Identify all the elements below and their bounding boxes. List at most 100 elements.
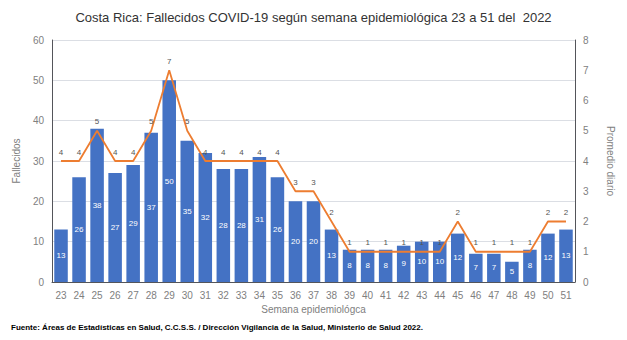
svg-text:3: 3 — [293, 178, 298, 187]
svg-text:38: 38 — [93, 201, 102, 210]
svg-text:1: 1 — [383, 238, 388, 247]
svg-text:7: 7 — [474, 263, 479, 272]
svg-text:2: 2 — [564, 208, 569, 217]
svg-text:38: 38 — [326, 290, 338, 301]
svg-text:29: 29 — [164, 290, 176, 301]
svg-text:23: 23 — [55, 290, 67, 301]
svg-text:1: 1 — [365, 238, 370, 247]
svg-text:51: 51 — [560, 290, 572, 301]
svg-text:35: 35 — [272, 290, 284, 301]
svg-text:26: 26 — [110, 290, 122, 301]
svg-text:50: 50 — [542, 290, 554, 301]
svg-text:44: 44 — [434, 290, 446, 301]
svg-text:2: 2 — [583, 216, 589, 227]
svg-text:4: 4 — [77, 148, 82, 157]
svg-text:0: 0 — [583, 277, 589, 288]
svg-text:43: 43 — [416, 290, 428, 301]
svg-text:1: 1 — [347, 238, 352, 247]
svg-text:13: 13 — [327, 251, 336, 260]
svg-text:7: 7 — [167, 57, 172, 66]
svg-text:5: 5 — [149, 117, 154, 126]
svg-text:32: 32 — [218, 290, 230, 301]
svg-text:37: 37 — [147, 203, 156, 212]
svg-text:50: 50 — [33, 75, 45, 86]
svg-text:7: 7 — [492, 263, 497, 272]
svg-text:8: 8 — [583, 35, 589, 46]
svg-text:2: 2 — [546, 208, 551, 217]
svg-text:7: 7 — [583, 65, 589, 76]
svg-text:4: 4 — [221, 148, 226, 157]
svg-text:13: 13 — [562, 251, 571, 260]
svg-text:9: 9 — [401, 259, 406, 268]
svg-text:25: 25 — [92, 290, 104, 301]
svg-text:1: 1 — [510, 238, 515, 247]
svg-text:1: 1 — [419, 238, 424, 247]
svg-text:41: 41 — [380, 290, 392, 301]
svg-text:1: 1 — [474, 238, 479, 247]
svg-text:10: 10 — [33, 236, 45, 247]
svg-text:24: 24 — [73, 290, 85, 301]
svg-text:40: 40 — [33, 115, 45, 126]
svg-text:3: 3 — [583, 186, 589, 197]
svg-text:5: 5 — [583, 125, 589, 136]
svg-text:33: 33 — [236, 290, 248, 301]
svg-text:27: 27 — [111, 223, 120, 232]
svg-text:50: 50 — [165, 177, 174, 186]
svg-text:37: 37 — [308, 290, 320, 301]
svg-text:Fallecidos: Fallecidos — [11, 138, 22, 183]
svg-text:34: 34 — [254, 290, 266, 301]
svg-text:4: 4 — [257, 148, 262, 157]
svg-text:8: 8 — [528, 261, 533, 270]
svg-text:20: 20 — [309, 237, 318, 246]
svg-text:31: 31 — [255, 215, 264, 224]
svg-text:20: 20 — [291, 237, 300, 246]
svg-text:28: 28 — [237, 221, 246, 230]
svg-text:1: 1 — [401, 238, 406, 247]
svg-text:46: 46 — [470, 290, 482, 301]
svg-text:12: 12 — [453, 253, 462, 262]
svg-text:35: 35 — [183, 207, 192, 216]
svg-text:4: 4 — [113, 148, 118, 157]
svg-text:4: 4 — [131, 148, 136, 157]
svg-text:6: 6 — [583, 95, 589, 106]
svg-text:5: 5 — [95, 117, 100, 126]
svg-text:30: 30 — [33, 156, 45, 167]
svg-text:48: 48 — [506, 290, 518, 301]
svg-text:2: 2 — [456, 208, 461, 217]
svg-text:4: 4 — [583, 156, 589, 167]
svg-text:0: 0 — [38, 277, 44, 288]
svg-text:Promedio diario: Promedio diario — [605, 126, 616, 196]
svg-text:49: 49 — [524, 290, 536, 301]
svg-text:45: 45 — [452, 290, 464, 301]
svg-text:30: 30 — [182, 290, 194, 301]
svg-text:31: 31 — [200, 290, 212, 301]
svg-text:5: 5 — [510, 267, 515, 276]
svg-text:1: 1 — [492, 238, 497, 247]
svg-text:Costa Rica: Fallecidos COVID-1: Costa Rica: Fallecidos COVID-19 según se… — [75, 10, 551, 25]
svg-text:8: 8 — [347, 261, 352, 270]
svg-text:Fuente: Áreas de Estadísticas: Fuente: Áreas de Estadísticas en Salud, … — [11, 323, 423, 332]
svg-text:28: 28 — [146, 290, 158, 301]
svg-text:3: 3 — [311, 178, 316, 187]
svg-text:1: 1 — [528, 238, 533, 247]
svg-text:27: 27 — [128, 290, 140, 301]
svg-text:39: 39 — [344, 290, 356, 301]
svg-text:13: 13 — [57, 251, 66, 260]
svg-text:10: 10 — [417, 257, 426, 266]
svg-text:4: 4 — [275, 148, 280, 157]
svg-text:4: 4 — [239, 148, 244, 157]
svg-text:2: 2 — [329, 208, 334, 217]
svg-text:26: 26 — [75, 225, 84, 234]
svg-text:12: 12 — [543, 253, 552, 262]
svg-text:8: 8 — [365, 261, 370, 270]
svg-text:26: 26 — [273, 225, 282, 234]
svg-text:4: 4 — [203, 148, 208, 157]
svg-text:1: 1 — [438, 238, 443, 247]
svg-text:29: 29 — [129, 219, 138, 228]
svg-text:47: 47 — [488, 290, 500, 301]
svg-text:32: 32 — [201, 213, 210, 222]
svg-text:20: 20 — [33, 196, 45, 207]
svg-text:5: 5 — [185, 117, 190, 126]
svg-text:60: 60 — [33, 35, 45, 46]
svg-text:1: 1 — [583, 246, 589, 257]
